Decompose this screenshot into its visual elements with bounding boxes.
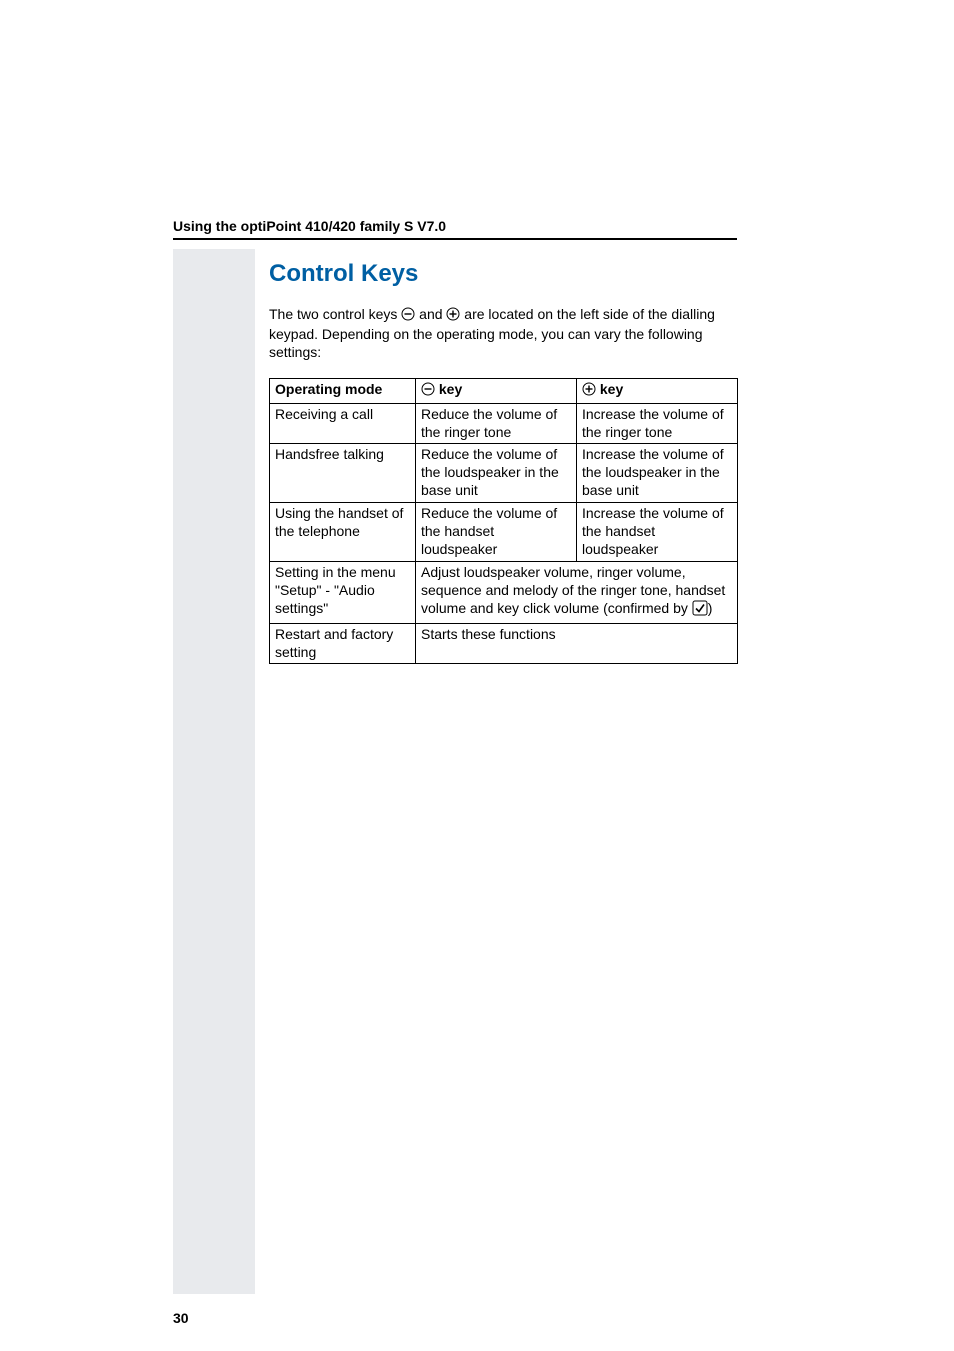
intro-prefix: The two control keys (269, 306, 401, 322)
cell-mode: Setting in the menu "Setup" - "Audio set… (270, 561, 416, 623)
controls-table: Operating mode key key Receiving a call … (269, 378, 738, 665)
table-row: Handsfree talking Reduce the volume of t… (270, 444, 738, 503)
th-plus-label: key (596, 381, 623, 397)
cell-minus: Reduce the volume of the handset loudspe… (416, 503, 577, 562)
intro-mid: and (415, 306, 446, 322)
cell-merged-suffix: ) (708, 600, 713, 616)
cell-mode: Using the handset of the telephone (270, 503, 416, 562)
page-header: Using the optiPoint 410/420 family S V7.… (173, 218, 737, 240)
cell-mode: Receiving a call (270, 403, 416, 444)
table-header-row: Operating mode key key (270, 378, 738, 403)
table-row: Using the handset of the telephone Reduc… (270, 503, 738, 562)
cell-merged: Starts these functions (416, 623, 738, 664)
cell-mode: Handsfree talking (270, 444, 416, 503)
th-minus-key: key (416, 378, 577, 403)
left-sidebar (173, 249, 255, 1294)
page-number: 30 (173, 1310, 189, 1326)
th-minus-label: key (435, 381, 462, 397)
intro-paragraph: The two control keys and are located on … (269, 306, 737, 362)
cell-mode: Restart and factory setting (270, 623, 416, 664)
table-row: Setting in the menu "Setup" - "Audio set… (270, 561, 738, 623)
th-plus-key: key (577, 378, 738, 403)
th-operating-mode: Operating mode (270, 378, 416, 403)
minus-icon (401, 307, 415, 326)
plus-icon (446, 307, 460, 326)
table-row: Receiving a call Reduce the volume of th… (270, 403, 738, 444)
page: Using the optiPoint 410/420 family S V7.… (0, 0, 954, 1351)
page-header-rule (173, 238, 737, 240)
check-icon (692, 600, 708, 621)
minus-icon (421, 382, 435, 401)
cell-minus: Reduce the volume of the loudspeaker in … (416, 444, 577, 503)
section-title: Control Keys (269, 260, 737, 288)
cell-plus: Increase the volume of the loudspeaker i… (577, 444, 738, 503)
table-row: Restart and factory setting Starts these… (270, 623, 738, 664)
cell-merged: Adjust loudspeaker volume, ringer volume… (416, 561, 738, 623)
cell-minus: Reduce the volume of the ringer tone (416, 403, 577, 444)
plus-icon (582, 382, 596, 401)
cell-merged-prefix: Adjust loudspeaker volume, ringer volume… (421, 564, 725, 616)
content: Control Keys The two control keys and ar… (269, 260, 737, 664)
cell-plus: Increase the volume of the handset louds… (577, 503, 738, 562)
page-header-title: Using the optiPoint 410/420 family S V7.… (173, 218, 737, 234)
cell-plus: Increase the volume of the ringer tone (577, 403, 738, 444)
